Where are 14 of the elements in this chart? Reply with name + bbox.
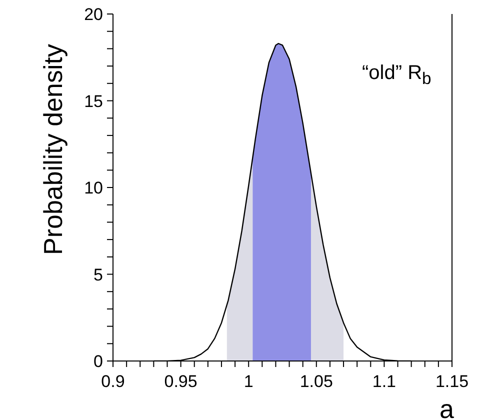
x-tick-label: 1: [244, 372, 254, 392]
y-axis-title: Probability density: [38, 44, 68, 255]
x-tick-label: 1.15: [435, 372, 469, 392]
x-tick-label: 0.9: [101, 372, 125, 392]
y-tick-label: 10: [84, 178, 103, 198]
y-tick-label: 15: [84, 92, 103, 111]
x-tick-label: 1.1: [372, 372, 396, 392]
x-tick-label: 1.05: [300, 372, 333, 392]
x-tick-label: 0.95: [164, 372, 198, 392]
y-tick-label: 0: [94, 352, 103, 372]
y-tick-label: 20: [84, 5, 103, 24]
x-axis-title: a: [440, 394, 455, 420]
annotation: “old” R$_{b}$: [362, 62, 432, 89]
y-tick-label: 5: [94, 265, 103, 284]
